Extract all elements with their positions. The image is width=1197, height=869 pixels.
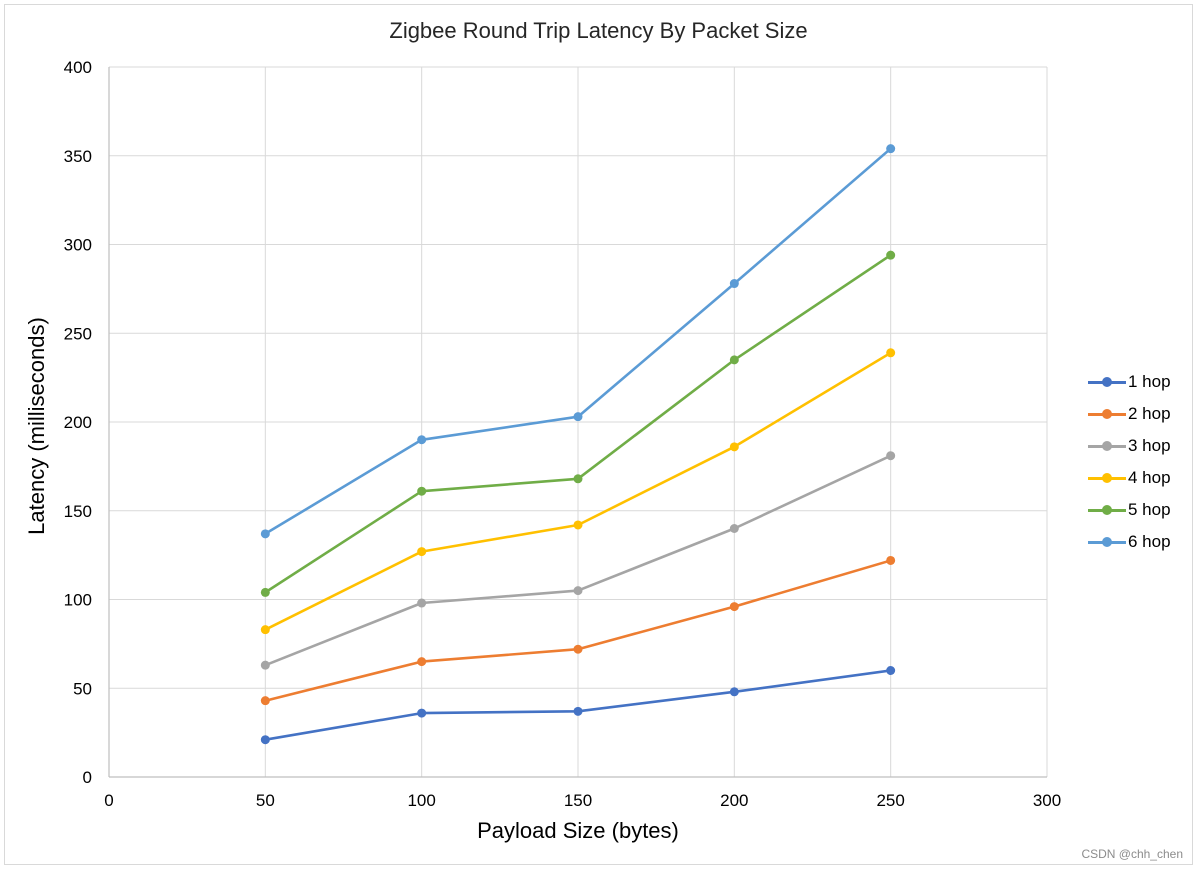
data-point [260,696,270,706]
legend-label: 2 hop [1128,404,1171,423]
y-tick-label: 250 [64,324,92,343]
chart-frame [4,4,1193,865]
legend-label: 3 hop [1128,436,1171,455]
data-point [417,708,427,718]
data-series [260,144,896,745]
data-point [573,586,583,596]
y-tick-label: 150 [64,502,92,521]
series-3-hop [260,451,896,670]
data-point [886,144,896,154]
data-point [417,657,427,667]
data-point [886,348,896,358]
data-point [417,598,427,608]
x-tick-label: 0 [104,791,113,810]
legend-marker-icon [1088,505,1126,515]
y-tick-label: 200 [64,413,92,432]
y-tick-label: 0 [83,768,92,787]
legend-marker-icon [1088,441,1126,451]
x-tick-label: 50 [256,791,275,810]
legend-label: 1 hop [1128,372,1171,391]
legend-item-1-hop: 1 hop [1088,366,1171,398]
legend-label: 4 hop [1128,468,1171,487]
axis-ticks: 0 50 100 150 200 250 300 350 400 0 50 100 150 200 250 3… [64,58,1062,810]
x-tick-label: 150 [564,791,592,810]
x-tick-label: 100 [407,791,435,810]
legend-marker-icon [1088,409,1126,419]
data-point [573,474,583,484]
data-point [729,442,739,452]
y-tick-label: 300 [64,236,92,255]
data-point [729,279,739,289]
legend-marker-icon [1088,377,1126,387]
legend-item-5-hop: 5 hop [1088,494,1171,526]
data-point [573,520,583,530]
data-point [260,660,270,670]
legend: 1 hop 2 hop 3 hop 4 hop 5 hop 6 hop [1088,366,1171,558]
legend-marker-icon [1088,537,1126,547]
series-2-hop [260,555,896,706]
data-point [886,451,896,461]
y-axis-title: Latency (milliseconds) [24,317,49,535]
y-tick-label: 50 [73,679,92,698]
legend-item-3-hop: 3 hop [1088,430,1171,462]
legend-item-2-hop: 2 hop [1088,398,1171,430]
series-6-hop [260,144,896,539]
data-point [260,735,270,745]
x-tick-label: 250 [876,791,904,810]
data-point [573,644,583,654]
y-tick-label: 100 [64,591,92,610]
data-point [729,524,739,533]
legend-item-4-hop: 4 hop [1088,462,1171,494]
series-4-hop [260,348,896,635]
watermark: CSDN @chh_chen [1081,847,1183,861]
gridlines [108,66,1048,778]
x-axis-title: Payload Size (bytes) [477,818,679,843]
data-point [729,355,739,365]
series-1-hop [260,666,896,745]
data-point [260,587,270,597]
data-point [417,547,427,557]
x-tick-label: 300 [1033,791,1061,810]
data-point [573,412,583,422]
data-point [886,666,896,675]
y-tick-label: 350 [64,147,92,166]
legend-label: 6 hop [1128,532,1171,551]
data-point [729,687,739,697]
data-point [573,706,583,716]
data-point [729,602,739,612]
series-5-hop [260,250,896,597]
y-tick-label: 400 [64,58,92,77]
data-point [417,486,427,496]
data-point [260,625,270,635]
data-point [417,435,427,445]
data-point [886,250,896,260]
x-tick-label: 200 [720,791,748,810]
data-point [886,555,896,565]
data-point [260,529,270,539]
chart-title: Zigbee Round Trip Latency By Packet Size [389,18,808,43]
legend-label: 5 hop [1128,500,1171,519]
legend-item-6-hop: 6 hop [1088,526,1171,558]
legend-marker-icon [1088,473,1126,483]
